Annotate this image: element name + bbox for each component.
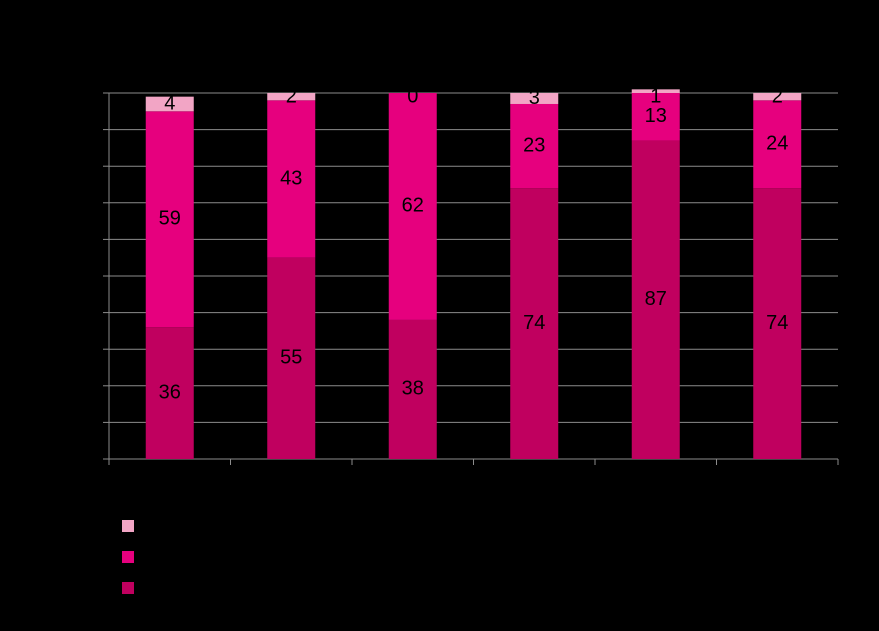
y-tick-label: 40 (86, 305, 100, 319)
y-tick-label: 10 (86, 415, 100, 429)
data-label: 3 (529, 87, 540, 109)
y-tick-label: 50 (86, 268, 100, 282)
bar-segment (631, 140, 680, 459)
bar-segment (145, 327, 194, 459)
y-tick-label: 60 (86, 232, 100, 246)
y-tick-label: 0 (92, 451, 99, 465)
data-label: 74 (766, 312, 788, 334)
y-tick-label: 90 (86, 122, 100, 136)
bar-segment (267, 93, 316, 101)
legend-swatch (122, 551, 134, 563)
data-label: 59 (159, 208, 181, 230)
bar-segment (631, 93, 680, 141)
data-label: 43 (280, 167, 302, 189)
data-label: 2 (772, 85, 783, 107)
bar-segment (267, 100, 316, 258)
bar-segment (267, 257, 316, 459)
bar-segment (753, 93, 802, 101)
bar-segment (753, 100, 802, 189)
data-label: 74 (523, 312, 545, 334)
bar-segment (510, 93, 559, 104)
data-label: 62 (402, 195, 424, 217)
data-label: 55 (280, 347, 302, 369)
data-label: 4 (164, 92, 175, 114)
data-label: 23 (523, 134, 545, 156)
data-label: 87 (645, 288, 667, 310)
data-label: 0 (407, 85, 418, 107)
bar-segment (631, 89, 680, 93)
bar-segment (388, 319, 437, 459)
bar-segment (753, 188, 802, 459)
data-label: 2 (286, 85, 297, 107)
data-label: 13 (645, 105, 667, 127)
bar-segment (510, 103, 559, 189)
data-label: 1 (650, 85, 661, 107)
y-tick-label: 30 (86, 341, 100, 355)
y-tick-label: 70 (86, 195, 100, 209)
data-label: 38 (402, 378, 424, 400)
y-tick-label: 20 (86, 378, 100, 392)
y-tick-label: 80 (86, 158, 100, 172)
data-label: 36 (159, 381, 181, 403)
bar-segment (510, 188, 559, 459)
data-label: 24 (766, 133, 788, 155)
y-tick-label: 100 (79, 85, 99, 99)
bar-segment (145, 111, 194, 328)
legend-swatch (122, 520, 134, 532)
bar-segment (145, 96, 194, 112)
legend-swatch (122, 582, 134, 594)
bar-segment (388, 93, 437, 320)
